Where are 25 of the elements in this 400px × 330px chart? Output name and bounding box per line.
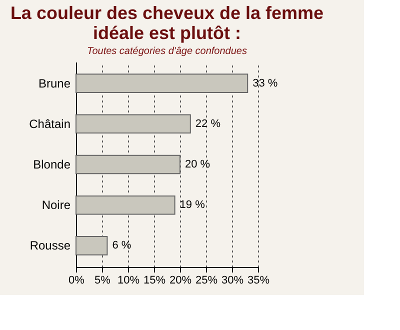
x-tick-label: 0% <box>68 274 85 286</box>
x-tick-label: 15% <box>143 274 166 286</box>
bar <box>76 114 191 134</box>
x-tick-label: 30% <box>221 274 244 286</box>
bar <box>76 236 108 256</box>
y-tick-label: Noire <box>42 198 71 212</box>
x-tick-label: 5% <box>94 274 111 286</box>
data-label: 22 % <box>195 118 221 130</box>
bar <box>76 154 180 174</box>
data-label: 33 % <box>252 77 278 90</box>
x-tick-label: 25% <box>195 274 218 286</box>
data-label: 20 % <box>185 158 210 170</box>
bar <box>76 195 176 215</box>
data-label: 19 % <box>180 199 206 212</box>
x-tick-label: 20% <box>169 274 192 286</box>
y-tick-label: Châtain <box>29 116 70 131</box>
x-tick-label: 10% <box>117 274 140 286</box>
y-tick-label: Brune <box>38 76 71 90</box>
data-label: 6 % <box>112 240 132 252</box>
chart-subtitle: Toutes catégories d'âge confondues <box>87 46 247 57</box>
chart-title: La couleur des cheveux de la femme idéale est plutôt : <box>10 3 324 43</box>
y-tick-label: Blonde <box>33 158 71 172</box>
x-tick-label: 35% <box>247 274 270 286</box>
y-tick-label: Rousse <box>30 238 71 253</box>
bar <box>76 74 248 93</box>
